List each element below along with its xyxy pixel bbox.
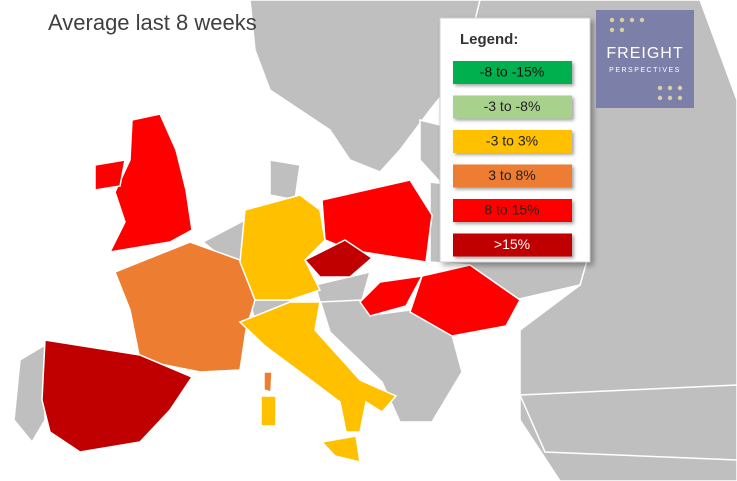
turkey (518, 384, 737, 461)
ireland (94, 159, 126, 191)
logo-line2: PERSPECTIVES (609, 67, 681, 74)
legend-swatch (453, 130, 572, 153)
logo-box (596, 10, 694, 108)
logo-dots (609, 17, 683, 101)
germany (239, 194, 326, 301)
sardinia (260, 395, 277, 427)
poland (321, 179, 433, 263)
legend-swatch (453, 233, 572, 257)
legend-label: 8 to 15% (484, 202, 539, 218)
map-title: Average last 8 weeks (48, 10, 257, 35)
logo: FREIGHT PERSPECTIVES (596, 10, 694, 108)
legend-swatch (453, 164, 572, 188)
legend-label: -3 to 3% (486, 133, 538, 149)
sicily (320, 435, 361, 463)
portugal (13, 343, 46, 444)
legend-title: Legend: (460, 31, 518, 48)
legend-label: 3 to 8% (488, 167, 535, 183)
corsica (263, 371, 273, 393)
legend: Legend: -8 to -15% -3 to -8% -3 to 3% 3 to … (439, 17, 591, 263)
romania (409, 264, 521, 337)
italy (238, 301, 398, 433)
legend-swatch (453, 61, 572, 84)
france (114, 241, 256, 373)
czechia (303, 239, 374, 278)
logo-line1: FREIGHT (606, 45, 683, 62)
hungary (359, 275, 424, 317)
legend-swatch (453, 199, 572, 222)
uk (108, 113, 193, 253)
denmark (269, 159, 301, 201)
spain (41, 339, 194, 453)
legend-label: -8 to -15% (480, 64, 545, 80)
legend-swatch (453, 95, 572, 119)
legend-label: >15% (494, 236, 530, 252)
legend-label: -3 to -8% (484, 98, 541, 114)
